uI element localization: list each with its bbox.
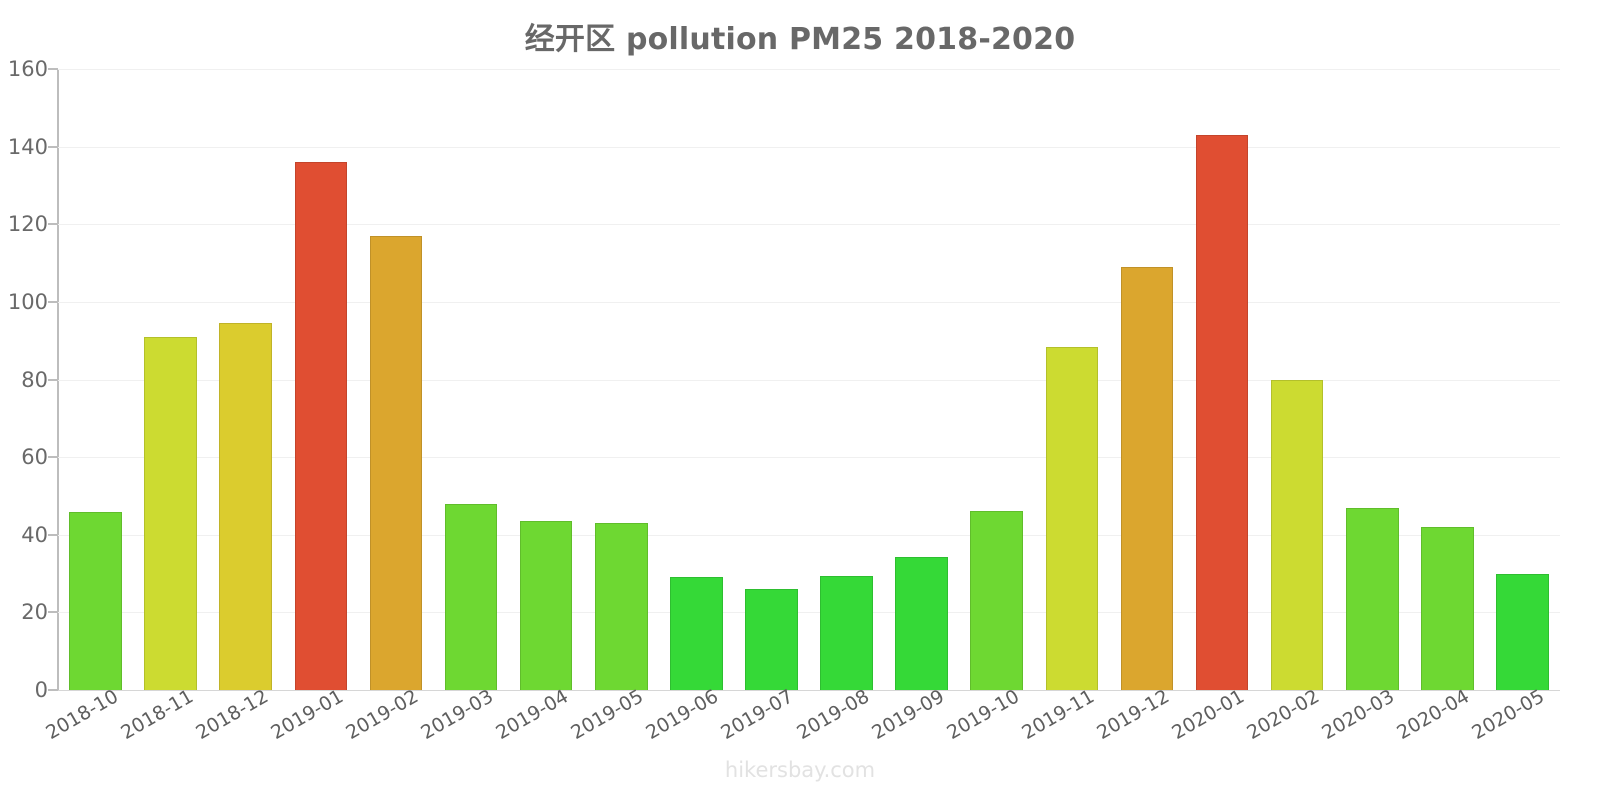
y-axis-tick-mark xyxy=(48,689,58,691)
y-axis-tick-mark xyxy=(48,68,58,70)
bar[interactable] xyxy=(144,336,197,690)
x-axis-tick-label: 2020-05 xyxy=(1468,685,1549,745)
y-axis-tick-label: 120 xyxy=(7,212,48,237)
y-axis-tick-label: 100 xyxy=(7,289,48,314)
gridline-60 xyxy=(58,457,1560,459)
x-axis-tick-label: 2019-10 xyxy=(943,685,1023,745)
y-axis-tick-label: 80 xyxy=(21,367,48,392)
bar[interactable] xyxy=(1496,573,1549,690)
bar[interactable] xyxy=(820,575,873,690)
x-axis-tick-label: 2020-01 xyxy=(1168,685,1249,745)
bar[interactable] xyxy=(670,577,723,690)
chart-title: 经开区 pollution PM25 2018-2020 xyxy=(524,22,1076,57)
x-axis-tick-label: 2019-06 xyxy=(642,685,723,745)
x-axis-tick-label: 2019-01 xyxy=(267,685,347,745)
x-axis-tick-label: 2019-07 xyxy=(717,685,798,745)
x-axis-tick-label: 2018-11 xyxy=(116,685,197,745)
x-axis-tick-label: 2019-02 xyxy=(342,685,422,745)
gridline-140 xyxy=(58,146,1560,148)
x-axis-tick-label: 2019-09 xyxy=(867,685,948,745)
x-axis-tick-label: 2019-03 xyxy=(417,685,498,745)
x-axis-tick-label: 2019-12 xyxy=(1093,685,1173,745)
bar[interactable] xyxy=(1421,527,1474,690)
x-axis-tick-label: 2018-12 xyxy=(192,685,272,745)
bar[interactable] xyxy=(970,511,1024,690)
y-axis-tick-mark xyxy=(48,611,58,614)
y-axis-tick-label: 160 xyxy=(7,57,48,81)
x-axis-tick-label: 2020-03 xyxy=(1318,685,1399,745)
x-axis-tick-label: 2018-10 xyxy=(41,685,122,745)
gridline-100 xyxy=(58,301,1560,303)
bar[interactable] xyxy=(1120,266,1174,690)
gridline-40 xyxy=(58,534,1560,536)
plot-area xyxy=(58,69,1560,691)
bar[interactable] xyxy=(294,162,348,690)
y-axis-tick-label: 20 xyxy=(21,600,48,625)
x-axis-tick-label: 2020-04 xyxy=(1393,685,1474,745)
y-axis-tick-mark xyxy=(48,456,58,459)
bar[interactable] xyxy=(1345,507,1399,690)
bar[interactable] xyxy=(745,589,798,690)
x-axis-tick-label: 2019-05 xyxy=(567,685,648,745)
bar[interactable] xyxy=(1195,134,1249,690)
bar[interactable] xyxy=(369,235,423,690)
bar[interactable] xyxy=(1270,379,1324,690)
x-axis-labels: 2018-10 2018-11 2018-12 2019-01 2019-02 2019-… xyxy=(42,685,1560,754)
y-axis-tick-label: 60 xyxy=(21,445,48,470)
bars-layer xyxy=(58,69,1560,690)
x-axis-tick-label: 2019-11 xyxy=(1018,685,1098,745)
x-axis-tick-label: 2020-02 xyxy=(1243,685,1324,745)
gridline-120 xyxy=(58,224,1560,226)
y-axis-tick-label: 0 xyxy=(34,678,48,702)
y-axis-tick-mark xyxy=(48,533,58,536)
bar[interactable] xyxy=(594,523,648,690)
y-axis-tick-mark xyxy=(48,378,58,381)
x-axis-tick-label: 2019-08 xyxy=(792,685,873,745)
y-axis-tick-label: 140 xyxy=(7,134,48,159)
gridline-80 xyxy=(58,379,1560,381)
gridline-0 xyxy=(58,690,1560,691)
bar[interactable] xyxy=(69,512,122,690)
x-axis-tick-label: 2019-04 xyxy=(492,685,573,745)
y-axis-tick-mark xyxy=(48,145,58,148)
y-axis-tick-mark xyxy=(48,300,58,303)
gridline-160 xyxy=(58,69,1560,70)
bar[interactable] xyxy=(444,503,498,690)
y-axis-tick-mark xyxy=(48,223,58,226)
gridline-20 xyxy=(58,612,1560,614)
bar[interactable] xyxy=(519,521,573,690)
bar[interactable] xyxy=(895,556,948,690)
footer-credit: hikersbay.com xyxy=(724,758,876,782)
bar[interactable] xyxy=(219,323,273,690)
bar[interactable] xyxy=(1045,347,1099,690)
y-axis-tick-label: 40 xyxy=(21,522,48,547)
